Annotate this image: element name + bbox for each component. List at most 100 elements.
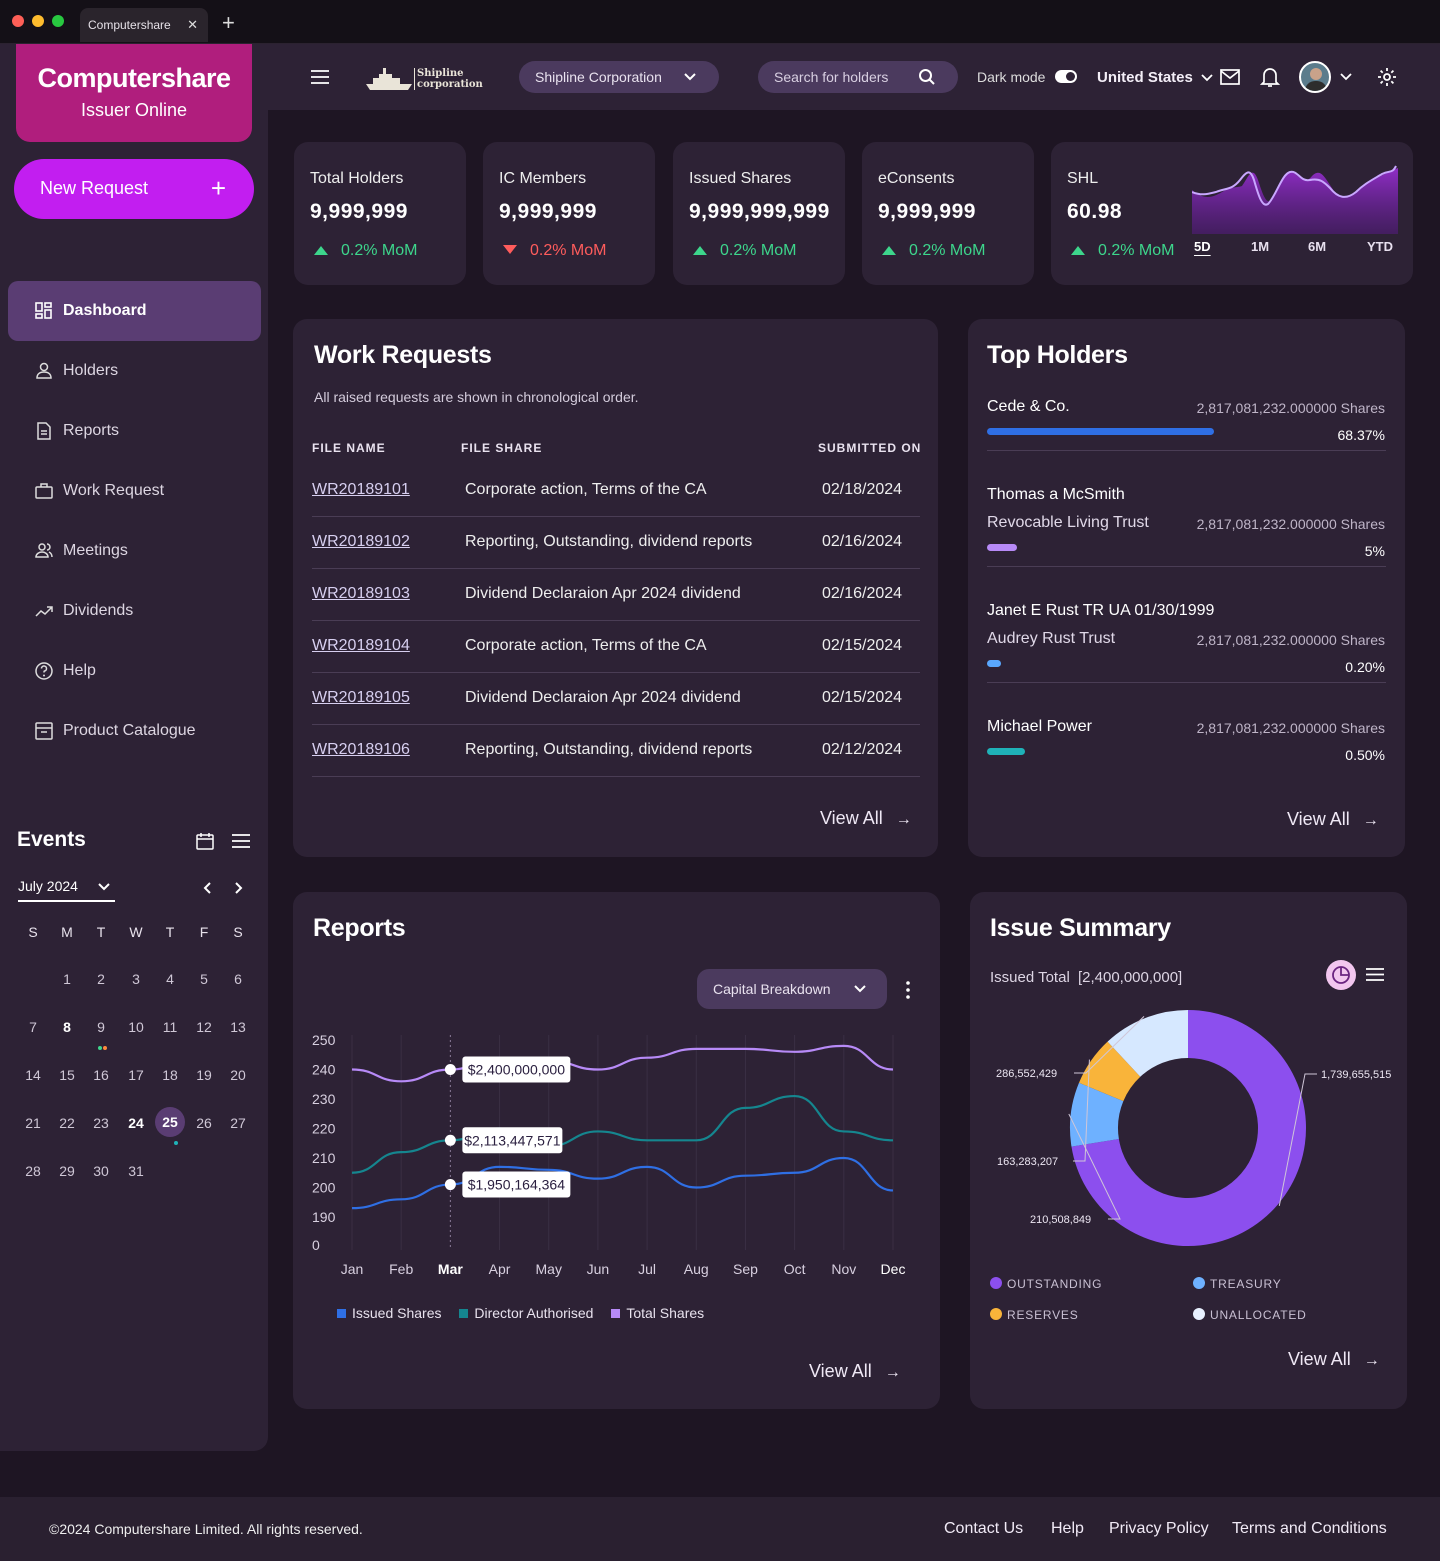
sidebar-item-reports[interactable]: Reports [8,401,261,461]
sidebar-item-help[interactable]: Help [8,641,261,701]
calendar-day[interactable]: 23 [93,1115,109,1131]
minimize-window-icon[interactable] [32,15,44,27]
close-tab-icon[interactable]: ✕ [187,17,198,32]
calendar-day[interactable]: 5 [200,971,208,987]
holder-name[interactable]: Michael Power [987,718,1092,735]
file-name-link[interactable]: WR20189103 [312,585,410,602]
gear-icon[interactable] [1376,66,1398,88]
calendar-day[interactable]: 11 [162,1019,178,1035]
holder-name[interactable]: Janet E Rust TR UA 01/30/1999 [987,602,1215,619]
calendar-day[interactable]: 30 [93,1163,109,1179]
column-header-submitted-on[interactable]: SUBMITTED ON [818,441,922,455]
computershare-logo[interactable]: Computershare Issuer Online [16,44,252,142]
top-holders-view-all[interactable]: View All → [1287,809,1379,830]
bell-icon[interactable] [1260,66,1280,88]
donut-segment[interactable] [1070,1082,1124,1147]
avatar[interactable] [1299,61,1331,93]
calendar-day[interactable]: 26 [196,1115,212,1131]
file-name-link[interactable]: WR20189105 [312,689,410,706]
menu-icon[interactable] [231,833,251,849]
calendar-day[interactable]: 12 [196,1019,212,1035]
calendar-day[interactable]: 1 [63,971,71,987]
sidebar-item-dashboard[interactable]: Dashboard [8,281,261,341]
table-row[interactable]: WR20189106 Reporting, Outstanding, divide… [312,725,920,777]
maximize-window-icon[interactable] [52,15,64,27]
calendar-day[interactable]: 17 [128,1067,144,1083]
donut-segment[interactable] [1079,1041,1141,1102]
sidebar-item-dividends[interactable]: Dividends [8,581,261,641]
holder-name[interactable]: Thomas a McSmith [987,486,1125,503]
new-tab-icon[interactable]: + [222,10,235,35]
footer-link-terms[interactable]: Terms and Conditions [1232,1520,1387,1537]
calendar-day[interactable]: 28 [25,1163,41,1179]
more-vertical-icon[interactable] [902,980,914,1000]
table-row[interactable]: WR20189102 Reporting, Outstanding, divide… [312,517,920,569]
hamburger-menu-icon[interactable] [310,69,330,85]
shl-range-tab[interactable]: YTD [1367,239,1393,254]
table-row[interactable]: WR20189105 Dividend Declaraion Apr 2024 d… [312,673,920,725]
data-point-marker[interactable] [444,1064,456,1075]
donut-segment[interactable] [1107,1010,1188,1077]
browser-tab[interactable]: Computershare ✕ [80,8,208,42]
shl-range-tab[interactable]: 6M [1308,239,1327,254]
data-point-marker[interactable] [444,1179,456,1191]
file-name-link[interactable]: WR20189101 [312,481,410,498]
legend-item-unallocated[interactable]: UNALLOCATED [1193,1308,1307,1322]
sidebar-item-holders[interactable]: Holders [8,341,261,401]
calendar-day-selected[interactable]: 25 [155,1107,185,1137]
legend-item-director-authorised[interactable]: Director Authorised [459,1305,593,1321]
calendar-day[interactable]: 7 [29,1019,37,1035]
calendar-day[interactable]: 18 [162,1067,178,1083]
holder-name[interactable]: Cede & Co. [987,398,1070,415]
calendar-day[interactable]: 16 [93,1067,109,1083]
issue-summary-view-all[interactable]: View All → [1288,1349,1380,1370]
sidebar-item-product-catalogue[interactable]: Product Catalogue [8,701,261,761]
calendar-day[interactable]: 24 [128,1115,144,1131]
calendar-day[interactable]: 14 [25,1067,41,1083]
legend-item-outstanding[interactable]: OUTSTANDING [990,1277,1102,1291]
calendar-day[interactable]: 10 [128,1019,144,1035]
calendar-day[interactable]: 29 [59,1163,75,1179]
calendar-day[interactable]: 13 [230,1019,246,1035]
calendar-day[interactable]: 19 [196,1067,212,1083]
column-header-file-share[interactable]: FILE SHARE [461,441,543,455]
legend-item-treasury[interactable]: TREASURY [1193,1277,1282,1291]
table-row[interactable]: WR20189103 Dividend Declaraion Apr 2024 d… [312,569,920,621]
calendar-day[interactable]: 8 [63,1019,71,1035]
file-name-link[interactable]: WR20189104 [312,637,410,654]
calendar-day[interactable]: 3 [132,971,140,987]
shl-range-tab[interactable]: 1M [1251,239,1270,254]
legend-item-reserves[interactable]: RESERVES [990,1308,1079,1322]
file-name-link[interactable]: WR20189102 [312,533,410,550]
calendar-day[interactable]: 6 [234,971,242,987]
table-row[interactable]: WR20189104 Corporate action, Terms of the… [312,621,920,673]
pie-chart-toggle-button[interactable] [1326,960,1356,990]
data-point-marker[interactable] [444,1134,456,1146]
work-requests-view-all[interactable]: View All → [820,808,912,829]
calendar-icon[interactable] [195,831,215,851]
legend-item-total-shares[interactable]: Total Shares [611,1305,704,1321]
next-month-icon[interactable] [233,881,245,895]
footer-link-help[interactable]: Help [1051,1520,1084,1537]
footer-link-contact-us[interactable]: Contact Us [944,1520,1024,1537]
calendar-day[interactable]: 20 [230,1067,246,1083]
calendar-day[interactable]: 21 [25,1115,41,1131]
company-select[interactable]: Shipline Corporation [519,61,719,93]
shl-range-tab[interactable]: 5D [1194,239,1211,254]
reports-view-all[interactable]: View All → [809,1361,901,1382]
calendar-day[interactable]: 15 [59,1067,75,1083]
column-header-file-name[interactable]: FILE NAME [312,441,386,455]
calendar-day[interactable]: 2 [97,971,105,987]
sidebar-item-work-request[interactable]: Work Request [8,461,261,521]
donut-segment[interactable] [1071,1010,1306,1246]
calendar-day[interactable]: 27 [230,1115,246,1131]
month-select[interactable]: July 2024 [18,878,115,902]
dark-mode-toggle[interactable] [1055,70,1077,83]
capital-breakdown-select[interactable]: Capital Breakdown [697,969,887,1009]
calendar-day[interactable]: 31 [128,1163,144,1179]
legend-item-issued-shares[interactable]: Issued Shares [337,1305,442,1321]
new-request-button[interactable]: New Request + [14,159,254,219]
country-select[interactable]: United States [1097,69,1213,86]
file-name-link[interactable]: WR20189106 [312,741,410,758]
sidebar-item-meetings[interactable]: Meetings [8,521,261,581]
